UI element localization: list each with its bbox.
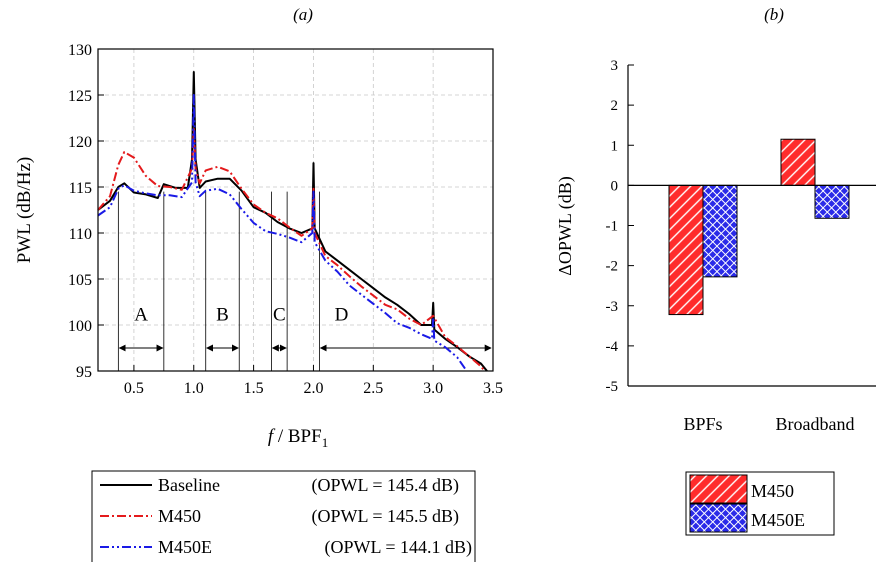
chart-b-x-tick-label: BPFs (683, 414, 722, 434)
chart-a-y-tick-label: 130 (68, 42, 92, 59)
series-line-m450e (97, 94, 468, 372)
region-c-label: C (273, 304, 286, 325)
legend-swatch-bar-m450e (689, 503, 748, 533)
chart-a-y-tick-label: 110 (69, 226, 92, 243)
chart-a-x-axis-label: f / BPF1 (268, 426, 328, 450)
chart-a-x-axis-label-subscript: 1 (322, 435, 329, 450)
chart-a-series-lines (97, 71, 488, 372)
legend-label-baseline: Baseline (158, 475, 220, 495)
legend-label-m450: M450 (158, 506, 201, 526)
chart-a-y-tick-label: 105 (68, 272, 92, 289)
legend-swatch-bar-m450 (689, 474, 748, 504)
chart-a-plot-frame (97, 48, 494, 372)
legend-entry-bar-m450: M450 (689, 474, 794, 504)
chart-b-y-tick-label: -4 (606, 339, 619, 355)
bar-broadband-m450e (814, 184, 850, 219)
bar-broadband-m450 (780, 138, 816, 186)
chart-a-y-tick-label: 125 (68, 88, 92, 105)
bar-chart-panel: (b) -5 -4 -3 -2 -1 0 1 2 3 BPFs Broadband ΔOPWL (… (555, 5, 876, 536)
chart-a-y-axis-label: PWL (dB/Hz) (14, 157, 35, 263)
chart-b-y-tick-label: -1 (606, 219, 619, 235)
chart-b-legend: M450 M450E (685, 471, 835, 536)
legend-entry-m450e: M450E (OPWL = 144.1 dB) (100, 537, 472, 558)
bar-bpfs-m450 (668, 184, 704, 316)
chart-a-y-tick-label: 115 (69, 180, 92, 197)
chart-b-y-ticks: -5 -4 -3 -2 -1 0 1 2 3 (606, 58, 634, 395)
chart-b-y-tick-label: -2 (606, 259, 619, 275)
chart-a-y-tick-label: 120 (68, 134, 92, 151)
series-line-m450 (97, 126, 486, 372)
chart-b-y-tick-label: -3 (606, 299, 619, 315)
chart-b-y-axis-label: ΔOPWL (dB) (555, 176, 576, 275)
line-chart-panel: (a) A B C D 0.5 1.0 1.5 2.0 2.5 3.0 3.5 95 100 105 1… (14, 5, 503, 562)
chart-a-y-tick-label: 95 (76, 364, 92, 381)
chart-b-y-tick-label: 0 (611, 178, 619, 194)
chart-a-legend-box (91, 470, 476, 562)
chart-a-y-ticks: 95 100 105 110 115 120 125 130 (68, 42, 104, 381)
chart-b-bars (668, 138, 850, 316)
chart-b-title: (b) (764, 5, 784, 24)
chart-a-x-axis-label-italic: f (268, 426, 276, 447)
series-line-baseline (97, 71, 488, 372)
chart-a-x-tick-label: 0.5 (124, 380, 144, 397)
chart-b-x-ticks: BPFs Broadband (683, 414, 854, 434)
legend-opwl-m450: (OPWL = 145.5 dB) (312, 506, 459, 527)
chart-a-y-tick-label: 100 (68, 318, 92, 335)
legend-label-bar-m450: M450 (751, 481, 794, 501)
chart-a-x-tick-label: 2.5 (363, 380, 383, 397)
region-b-label: B (216, 304, 229, 325)
chart-a-x-tick-label: 3.0 (423, 380, 443, 397)
chart-b-y-tick-label: 2 (611, 98, 619, 114)
chart-a-title: (a) (293, 5, 313, 24)
chart-a-region-markers: A B C D (117, 191, 492, 371)
chart-b-y-tick-label: 3 (611, 58, 619, 74)
chart-a-x-tick-label: 2.0 (303, 380, 323, 397)
legend-entry-bar-m450e: M450E (689, 503, 805, 533)
chart-a-x-tick-label: 3.5 (483, 380, 503, 397)
chart-a-x-tick-label: 1.5 (244, 380, 264, 397)
chart-b-y-tick-label: 1 (611, 138, 619, 154)
legend-label-bar-m450e: M450E (751, 510, 805, 530)
chart-a-x-ticks: 0.5 1.0 1.5 2.0 2.5 3.0 3.5 (124, 365, 503, 397)
region-a-label: A (134, 304, 148, 325)
legend-entry-m450: M450 (OPWL = 145.5 dB) (100, 506, 459, 527)
region-d-label: D (335, 304, 349, 325)
chart-a-x-axis-label-text: / BPF (273, 426, 322, 447)
legend-opwl-m450e: (OPWL = 144.1 dB) (325, 537, 472, 558)
legend-label-m450e: M450E (158, 537, 212, 557)
chart-a-x-tick-label: 1.0 (184, 380, 204, 397)
chart-a-legend: Baseline (OPWL = 145.4 dB) M450 (OPWL = … (91, 470, 476, 562)
legend-opwl-baseline: (OPWL = 145.4 dB) (312, 475, 459, 496)
bar-bpfs-m450e (702, 184, 738, 278)
chart-b-y-tick-label: -5 (606, 379, 619, 395)
chart-b-x-tick-label: Broadband (776, 414, 855, 434)
legend-entry-baseline: Baseline (OPWL = 145.4 dB) (100, 475, 459, 496)
